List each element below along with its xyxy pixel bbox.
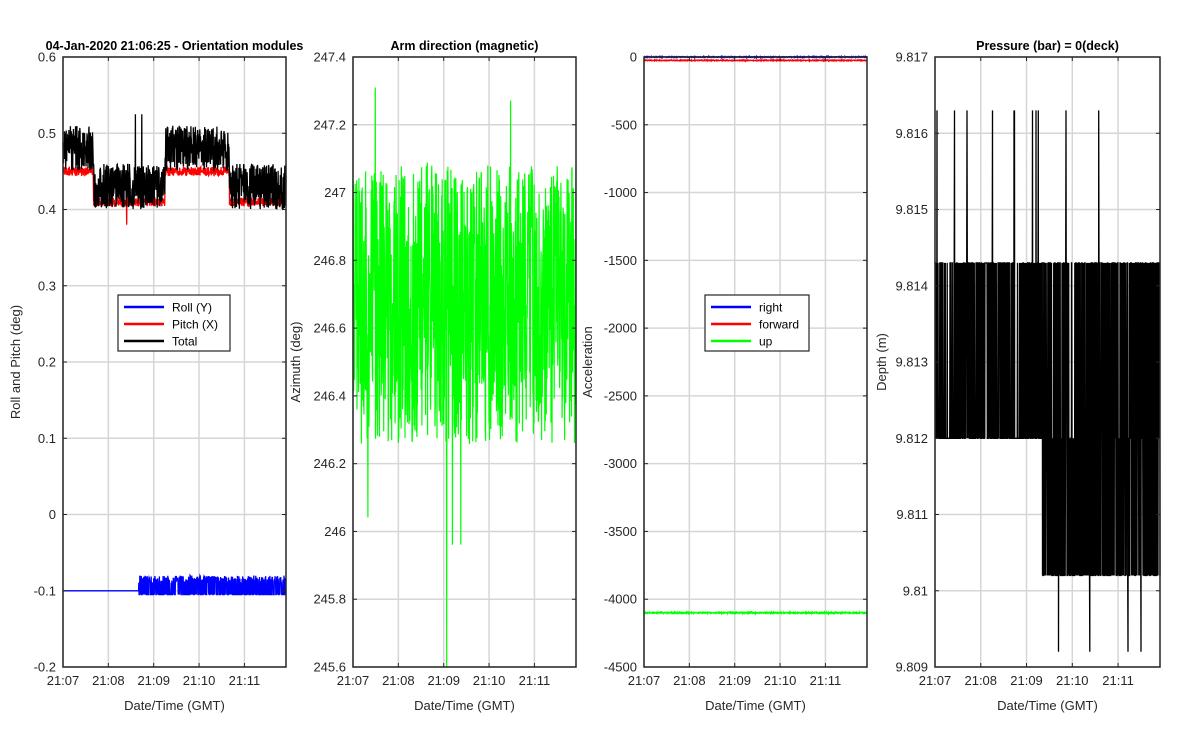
- series-line-forward: [643, 57, 868, 63]
- tick-labels: 245.6 245.8 246 246.2 246.4 246.6 246.8 247 247.…: [313, 50, 576, 688]
- y-tick-label: 246.2: [313, 456, 346, 471]
- y-tick-label: -1500: [604, 253, 637, 268]
- x-tick-label: 21:07: [628, 673, 661, 688]
- chart-title: 04-Jan-2020 21:06:25 - Orientation modul…: [46, 39, 304, 53]
- chart-title: Pressure (bar) = 0(deck): [976, 39, 1119, 53]
- panel-4: 9.809 9.81 9.811 9.812 9.813 9.814 9.815 9.816 9…: [874, 39, 1161, 713]
- y-tick-label: 246: [324, 524, 346, 539]
- x-tick-label: 21:08: [92, 673, 125, 688]
- tick-labels: -4500 -4000 -3500 -3000 -2500 -2000 -1500 -1000…: [604, 50, 867, 688]
- y-tick-label: 9.811: [896, 507, 928, 522]
- axes-frame: [643, 56, 868, 668]
- x-tick-label: 21:07: [47, 673, 80, 688]
- y-tick-label: 0.2: [38, 355, 56, 370]
- x-tick-label: 21:09: [137, 673, 170, 688]
- y-tick-label: 0.3: [38, 278, 56, 293]
- x-tick-label: 21:10: [764, 673, 797, 688]
- y-tick-label: 0: [630, 50, 637, 65]
- y-tick-label: 0.5: [38, 126, 56, 141]
- tick-labels: 9.809 9.81 9.811 9.812 9.813 9.814 9.815 9.816 9…: [895, 50, 1160, 688]
- y-tick-label: -0.1: [34, 583, 56, 598]
- x-tick-label: 21:11: [229, 673, 261, 688]
- legend-entry: Total: [172, 335, 197, 349]
- panel-3: -4500 -4000 -3500 -3000 -2500 -2000 -1500 -1000…: [580, 50, 868, 713]
- x-tick-label: 21:10: [473, 673, 506, 688]
- y-tick-label: 0: [49, 507, 56, 522]
- legend-entry: up: [759, 335, 773, 349]
- x-tick-label: 21:08: [673, 673, 706, 688]
- y-tick-label: 246.4: [313, 388, 346, 403]
- x-tick-label: 21:09: [1010, 673, 1043, 688]
- x-tick-label: 21:11: [810, 673, 842, 688]
- y-tick-label: 0.4: [38, 202, 56, 217]
- x-tick-label: 21:08: [964, 673, 997, 688]
- panel-2: 245.6 245.8 246 246.2 246.4 246.6 246.8 247 247.…: [288, 39, 577, 713]
- series-line-total: [62, 114, 287, 210]
- x-axis-label: Date/Time (GMT): [705, 698, 806, 713]
- data-series: [352, 87, 577, 668]
- y-tick-label: -4500: [604, 660, 637, 675]
- y-tick-label: -4000: [604, 592, 637, 607]
- x-tick-label: 21:09: [427, 673, 460, 688]
- legend-entry: right: [759, 301, 783, 315]
- x-tick-label: 21:10: [1056, 673, 1089, 688]
- x-tick-label: 21:07: [919, 673, 952, 688]
- y-tick-label: -2000: [604, 321, 637, 336]
- legend-entry: Pitch (X): [172, 318, 218, 332]
- x-axis-label: Date/Time (GMT): [997, 698, 1098, 713]
- y-tick-label: -3000: [604, 456, 637, 471]
- y-tick-label: 245.6: [313, 660, 346, 675]
- y-tick-label: 9.816: [895, 126, 928, 141]
- y-tick-label: 0.6: [38, 50, 56, 65]
- y-tick-label: -2500: [604, 388, 637, 403]
- x-tick-label: 21:10: [183, 673, 216, 688]
- y-axis-label: Azimuth (deg): [288, 322, 303, 403]
- tick-labels: -0.2 -0.1 0 0.1 0.2 0.3 0.4 0.5 0.6 21:07 21:08 21:…: [34, 50, 286, 688]
- y-tick-label: -3500: [604, 524, 637, 539]
- x-tick-label: 21:07: [337, 673, 370, 688]
- y-tick-label: 247.4: [313, 50, 346, 65]
- y-tick-label: 247: [324, 185, 346, 200]
- series-line-up: [643, 609, 868, 616]
- y-axis-label: Acceleration: [580, 326, 595, 398]
- chart-title: Arm direction (magnetic): [391, 39, 539, 53]
- y-tick-label: 9.814: [895, 278, 928, 293]
- y-tick-label: 9.812: [895, 431, 928, 446]
- y-tick-label: -500: [611, 117, 637, 132]
- legend-entry: forward: [759, 318, 799, 332]
- series-line-trace: [352, 87, 577, 668]
- y-tick-label: -1000: [604, 185, 637, 200]
- data-series: [934, 110, 1161, 652]
- x-tick-label: 21:11: [1102, 673, 1134, 688]
- legend: right forward up: [704, 294, 810, 352]
- y-axis-label: Depth (m): [874, 333, 889, 391]
- y-tick-label: 9.815: [895, 202, 928, 217]
- x-tick-label: 21:08: [382, 673, 415, 688]
- panel-1: -0.2 -0.1 0 0.1 0.2 0.3 0.4 0.5 0.6 21:07 21:08 21:…: [8, 39, 303, 713]
- x-axis-label: Date/Time (GMT): [124, 698, 225, 713]
- series-line-roll-y: [63, 573, 287, 596]
- x-tick-label: 21:11: [519, 673, 551, 688]
- y-tick-label: 9.817: [895, 50, 928, 65]
- data-series: [62, 114, 287, 596]
- axes-frame: [352, 56, 577, 668]
- y-tick-label: 9.81: [903, 583, 928, 598]
- y-tick-label: 9.813: [895, 355, 928, 370]
- y-tick-label: 247.2: [313, 117, 346, 132]
- y-tick-label: 9.809: [895, 660, 928, 675]
- x-axis-label: Date/Time (GMT): [414, 698, 515, 713]
- y-tick-label: 246.6: [313, 321, 346, 336]
- legend-entry: Roll (Y): [172, 301, 212, 315]
- y-tick-label: 0.1: [38, 431, 56, 446]
- series-line-trace: [934, 110, 1161, 652]
- y-tick-label: 245.8: [313, 592, 346, 607]
- y-axis-label: Roll and Pitch (deg): [8, 305, 23, 419]
- y-tick-label: -0.2: [34, 660, 56, 675]
- y-tick-label: 246.8: [313, 253, 346, 268]
- x-tick-label: 21:09: [718, 673, 751, 688]
- legend: Roll (Y) Pitch (X) Total: [117, 294, 231, 352]
